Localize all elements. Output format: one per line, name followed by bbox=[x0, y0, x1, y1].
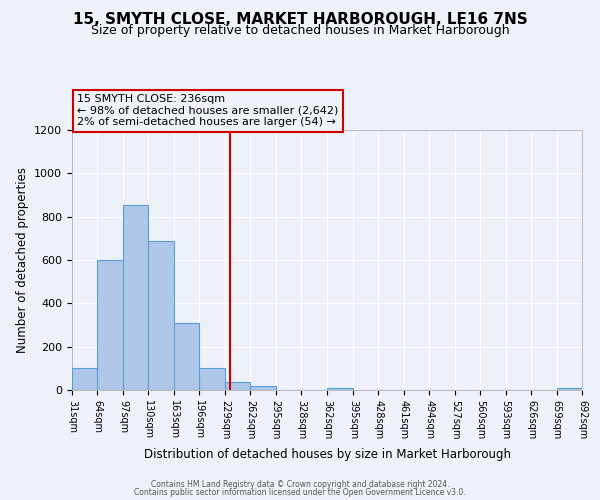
Bar bbox=[97, 260, 123, 390]
Y-axis label: Number of detached properties: Number of detached properties bbox=[16, 167, 29, 353]
Bar bbox=[174, 323, 199, 390]
Bar bbox=[199, 368, 225, 390]
X-axis label: Distribution of detached houses by size in Market Harborough: Distribution of detached houses by size … bbox=[143, 448, 511, 460]
Text: 15 SMYTH CLOSE: 236sqm
← 98% of detached houses are smaller (2,642)
2% of semi-d: 15 SMYTH CLOSE: 236sqm ← 98% of detached… bbox=[77, 94, 338, 128]
Bar bbox=[557, 388, 582, 390]
Bar bbox=[148, 240, 174, 390]
Bar bbox=[72, 368, 97, 390]
Text: Contains HM Land Registry data © Crown copyright and database right 2024.: Contains HM Land Registry data © Crown c… bbox=[151, 480, 449, 489]
Bar bbox=[225, 382, 250, 390]
Bar bbox=[123, 205, 148, 390]
Text: Size of property relative to detached houses in Market Harborough: Size of property relative to detached ho… bbox=[91, 24, 509, 37]
Text: Contains public sector information licensed under the Open Government Licence v3: Contains public sector information licen… bbox=[134, 488, 466, 497]
Bar bbox=[328, 388, 353, 390]
Text: 15, SMYTH CLOSE, MARKET HARBOROUGH, LE16 7NS: 15, SMYTH CLOSE, MARKET HARBOROUGH, LE16… bbox=[73, 12, 527, 28]
Bar bbox=[250, 386, 275, 390]
